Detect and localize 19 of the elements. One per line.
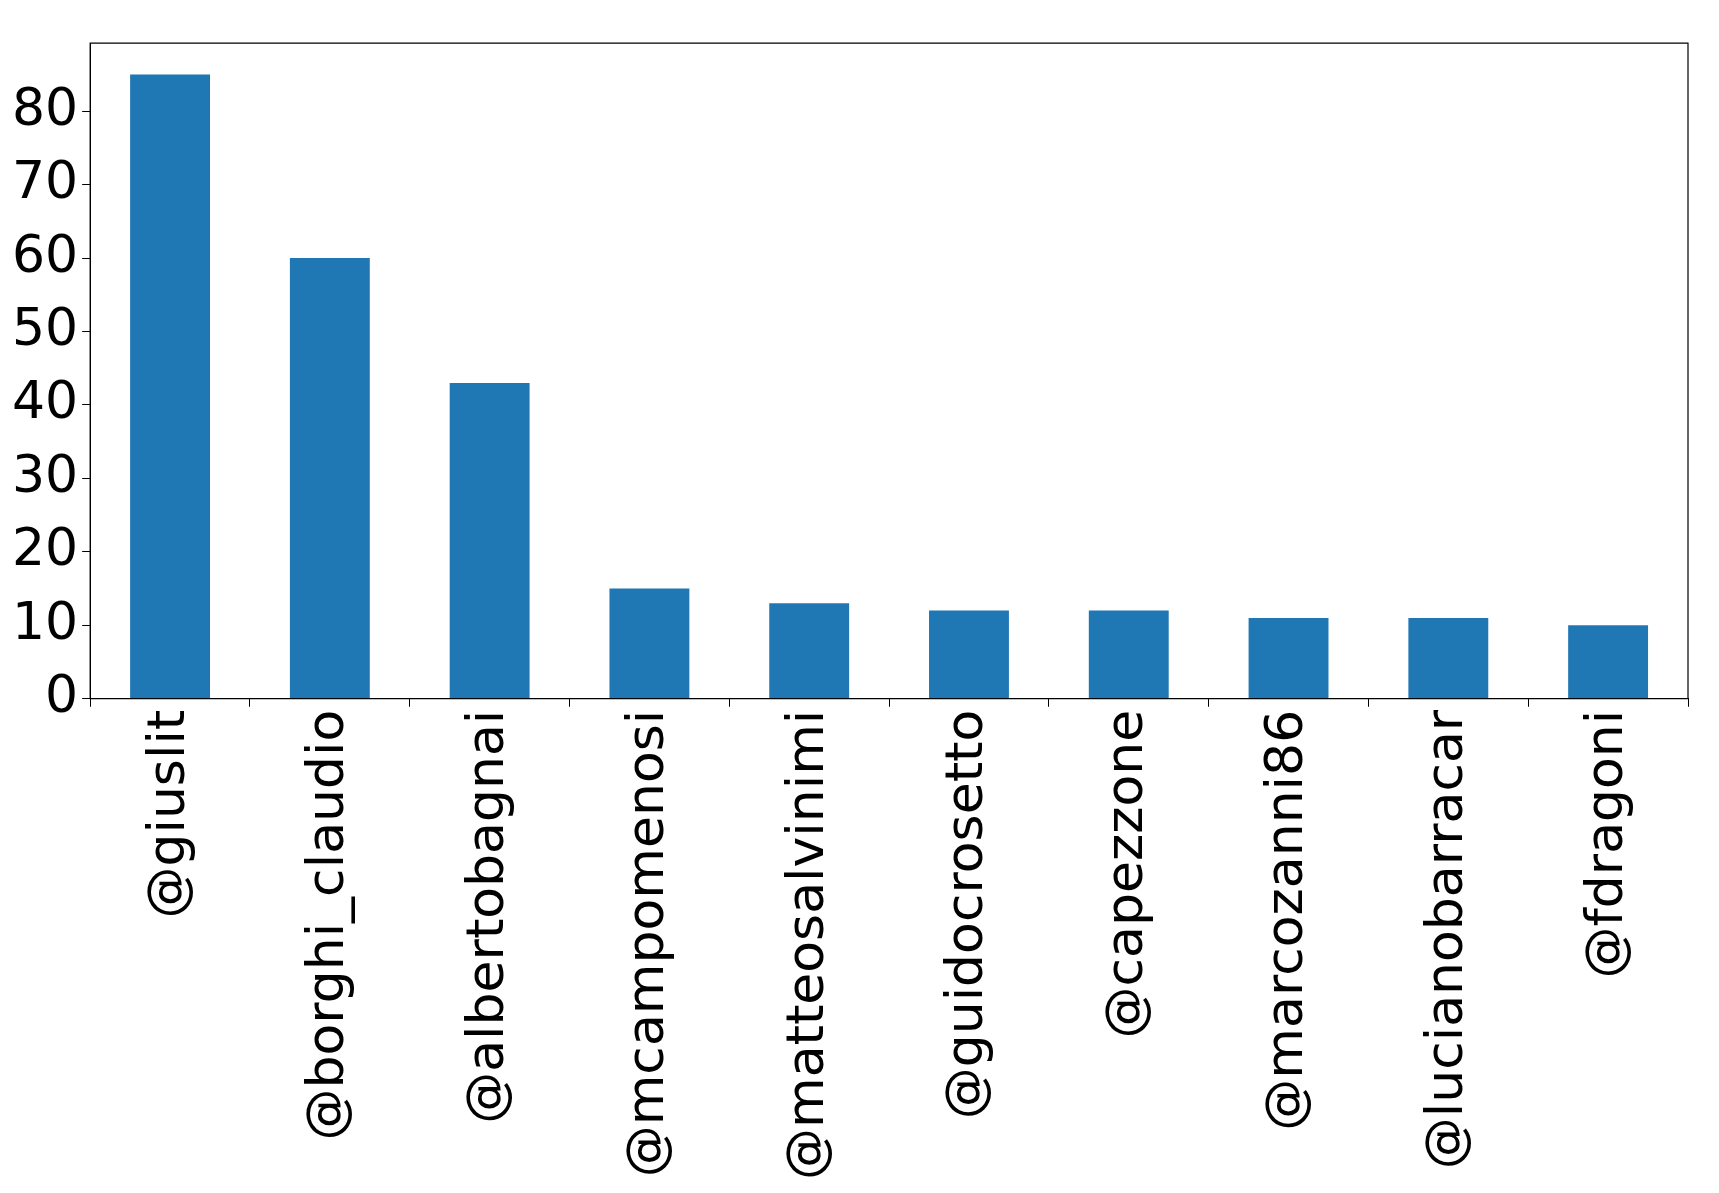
x-tick-label: @mcampomenosi: [614, 709, 675, 1178]
x-tick-label: @giuslit: [135, 709, 196, 919]
x-tick-label: @lucianobarracar: [1413, 709, 1474, 1170]
y-tick-label: 70: [12, 150, 79, 211]
x-tick-label: @fdragoni: [1573, 709, 1634, 979]
y-tick-label: 50: [12, 297, 79, 358]
y-tick-label: 20: [12, 517, 79, 578]
x-tick-label: @borghi_claudio: [295, 709, 356, 1141]
y-tick-label: 30: [12, 443, 79, 504]
x-tick-label: @capezzone: [1094, 709, 1155, 1039]
y-tick-label: 40: [12, 370, 79, 431]
x-tick-label: @guidocrosetto: [934, 709, 995, 1120]
y-tick-label: 10: [12, 590, 79, 651]
y-tick-label: 80: [12, 76, 79, 137]
x-tick-label: @albertobagnai: [455, 709, 516, 1124]
x-tick-label: @matteosalvinimi: [774, 709, 835, 1180]
y-tick-label: 60: [12, 223, 79, 284]
x-tick-label: @marcozanni86: [1254, 709, 1315, 1131]
y-tick-label: 0: [45, 664, 79, 725]
